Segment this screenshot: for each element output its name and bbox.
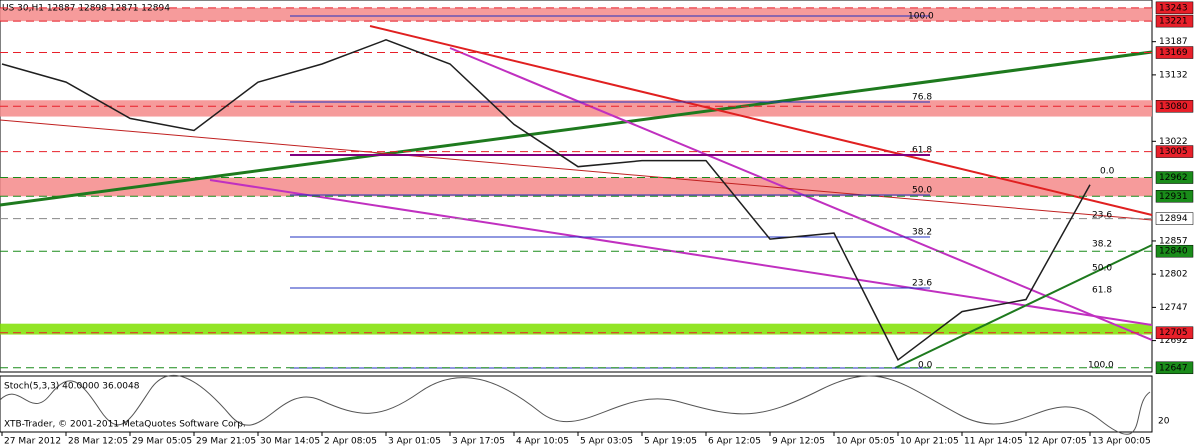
y-tick-label: 12857 (1159, 236, 1188, 246)
x-tick-label: 30 Mar 14:05 (260, 437, 320, 447)
stoch-label: Stoch(5,3,3) 40.0000 36.0048 (4, 382, 140, 392)
level-box (1155, 190, 1194, 203)
fib-label: 0.0 (1100, 167, 1115, 177)
fib-label: 100.0 (908, 12, 934, 22)
zone (0, 177, 1152, 197)
x-tick-label: 3 Apr 01:05 (388, 437, 441, 447)
x-tick-label: 4 Apr 10:05 (516, 437, 569, 447)
x-tick-label: 6 Apr 12:05 (708, 437, 761, 447)
fib-label: 100.0 (1088, 361, 1114, 371)
fib-label: 61.8 (1092, 286, 1112, 296)
stoch-line (0, 374, 1151, 435)
x-tick-label: 13 Apr 00:05 (1092, 437, 1151, 447)
level-label: 12962 (1159, 173, 1188, 183)
fib-label: 23.6 (1092, 211, 1112, 221)
level-box (1155, 212, 1194, 225)
trend-line (369, 25, 1153, 216)
level-box (1155, 244, 1194, 258)
x-tick-label: 12 Apr 07:05 (1028, 437, 1087, 447)
level-box (1155, 361, 1194, 375)
level-box (1155, 14, 1194, 28)
zone (0, 323, 1152, 335)
level-label: 13005 (1159, 147, 1188, 157)
level-label: 13169 (1159, 48, 1188, 58)
level-box (1155, 145, 1194, 158)
y-tick-label: 12802 (1159, 270, 1188, 280)
level-label: 13221 (1159, 17, 1188, 27)
level-box (1155, 171, 1194, 184)
x-tick-label: 9 Apr 12:05 (772, 437, 825, 447)
x-tick-label: 10 Apr 21:05 (900, 437, 959, 447)
y-tick-label: 13187 (1159, 37, 1188, 47)
level-label: 13243 (1159, 3, 1188, 13)
x-tick-label: 2 Apr 08:05 (324, 437, 377, 447)
chart-title: US 30,H1 12887 12898 12871 12894 (2, 4, 170, 14)
trend-line (209, 179, 1153, 326)
copyright: XTB-Trader, © 2001-2011 MetaQuotes Softw… (4, 420, 246, 430)
x-tick-label: 5 Apr 03:05 (580, 437, 633, 447)
level-box (1155, 1, 1194, 15)
fib-label: 0.0 (918, 361, 933, 371)
fib-label: 23.6 (912, 279, 932, 289)
fib-label: 50.0 (912, 186, 932, 196)
x-tick-label: 28 Mar 12:05 (68, 437, 128, 447)
level-box (1155, 100, 1194, 113)
fib-label: 76.8 (912, 93, 932, 103)
drawings (0, 15, 1153, 435)
level-label: 12931 (1159, 192, 1188, 202)
stoch-tick: 20 (1158, 417, 1170, 427)
y-tick-label: 12747 (1159, 303, 1188, 313)
level-label: 12705 (1159, 328, 1188, 338)
y-tick-label: 13022 (1159, 137, 1188, 147)
x-tick-label: 29 Mar 21:05 (196, 437, 256, 447)
x-tick-label: 11 Apr 14:05 (964, 437, 1023, 447)
fib-label: 50.0 (1092, 264, 1112, 274)
level-label: 12894 (1159, 214, 1188, 224)
level-label: 13080 (1159, 102, 1188, 112)
y-tick-label: 12692 (1159, 336, 1188, 346)
fib-label: 61.8 (912, 146, 932, 156)
fib-label: 38.2 (1092, 240, 1112, 250)
trend-line (0, 119, 1153, 221)
fib-label: 38.2 (912, 228, 932, 238)
level-box (1155, 46, 1194, 59)
zone (0, 100, 1152, 117)
trend-line (449, 47, 1153, 341)
level-box (1155, 326, 1194, 339)
level-label: 12647 (1159, 363, 1188, 373)
price-line (1, 39, 1091, 362)
trend-line (0, 50, 1153, 207)
zone (0, 7, 1152, 22)
x-tick-label: 10 Apr 05:05 (836, 437, 895, 447)
stoch-frame (0, 375, 1153, 433)
x-tick-label: 27 Mar 2012 (4, 437, 61, 447)
x-tick-label: 3 Apr 17:05 (452, 437, 505, 447)
trend-line (894, 244, 1153, 369)
x-tick-label: 29 Mar 05:05 (132, 437, 192, 447)
level-label: 12840 (1159, 247, 1188, 257)
y-tick-label: 13132 (1159, 70, 1188, 80)
x-tick-label: 5 Apr 19:05 (644, 437, 697, 447)
